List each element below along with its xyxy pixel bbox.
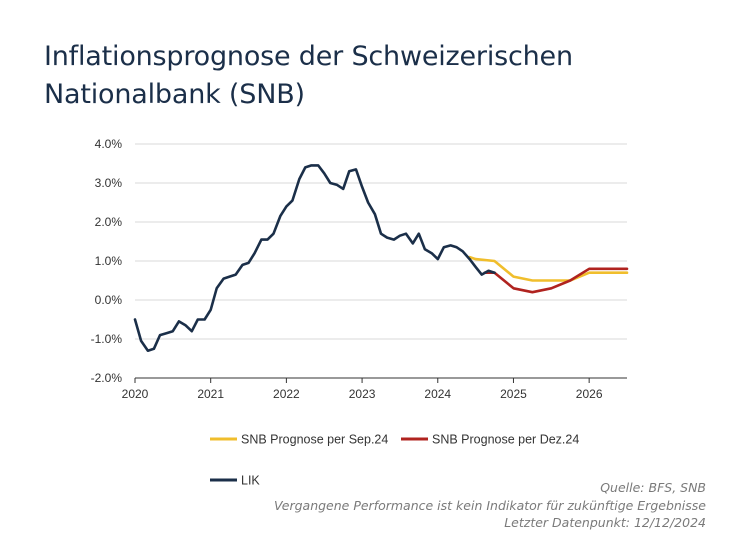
- source-note: Quelle: BFS, SNB: [600, 480, 706, 495]
- y-tick-label: 2.0%: [95, 215, 123, 229]
- y-axis-ticks: 4.0% 3.0% 2.0% 1.0% 0.0% -1.0% -2.0%: [91, 137, 123, 385]
- chart-title: Inflationsprognose der Schweizerischen N…: [44, 41, 573, 110]
- x-tick-label: 2023: [349, 387, 376, 401]
- y-tick-label: 4.0%: [95, 137, 123, 151]
- x-tick-label: 2026: [576, 387, 603, 401]
- x-tick-label: 2022: [273, 387, 300, 401]
- legend-label: SNB Prognose per Sep.24: [241, 433, 388, 447]
- legend-label: SNB Prognose per Dez.24: [432, 433, 579, 447]
- legend-item-lik: LIK: [210, 474, 260, 488]
- chart-notes: Quelle: BFS, SNB Vergangene Performance …: [274, 479, 706, 532]
- sep-forecast-line: [468, 255, 629, 282]
- x-axis: 2020 2021 2022 2023 2024 2025 2026: [122, 377, 627, 401]
- x-tick-label: 2025: [500, 387, 527, 401]
- y-tick-label: 0.0%: [95, 293, 123, 307]
- lik-line: [133, 164, 496, 353]
- series-lines: [133, 164, 629, 353]
- last-datapoint-note: Letzter Datenpunkt: 12/12/2024: [504, 515, 706, 530]
- disclaimer-note: Vergangene Performance ist kein Indikato…: [273, 497, 706, 513]
- dez-forecast-line: [483, 267, 629, 294]
- x-tick-label: 2024: [424, 387, 451, 401]
- y-tick-label: 3.0%: [95, 176, 123, 190]
- x-tick-label: 2021: [197, 387, 224, 401]
- legend-label: LIK: [241, 474, 260, 488]
- x-tick-label: 2020: [122, 387, 149, 401]
- legend-item-sep: SNB Prognose per Sep.24: [210, 433, 388, 447]
- y-tick-label: -2.0%: [91, 371, 123, 385]
- legend: SNB Prognose per Sep.24 SNB Prognose per …: [210, 433, 579, 488]
- legend-item-dez: SNB Prognose per Dez.24: [401, 433, 579, 447]
- grid-lines: [135, 143, 627, 340]
- y-tick-label: -1.0%: [91, 332, 123, 346]
- y-tick-label: 1.0%: [95, 254, 123, 268]
